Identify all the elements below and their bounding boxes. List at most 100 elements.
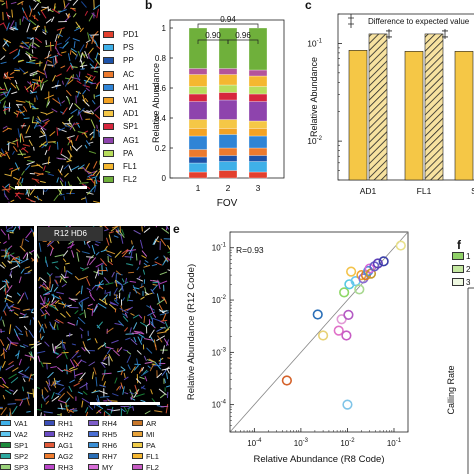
neuron-segment <box>148 329 155 338</box>
neuron-segment <box>139 376 145 380</box>
neuron-segment <box>43 290 52 296</box>
neuron-segment <box>136 266 140 271</box>
neuron-segment <box>0 316 3 321</box>
legend-label: AG1 <box>58 441 74 450</box>
neuron-segment <box>79 276 89 280</box>
legend-label: AG1 <box>123 135 140 145</box>
neuron-segment <box>164 328 170 332</box>
neuron-segment <box>86 256 91 266</box>
neuron-segment <box>77 91 80 98</box>
neuron-segment <box>5 364 15 371</box>
neuron-segment <box>69 155 71 160</box>
bar-segment <box>218 27 238 69</box>
microscopy-image-a <box>0 0 100 203</box>
neuron-segment <box>58 33 63 37</box>
neuron-segment <box>9 389 14 392</box>
neuron-segment <box>37 341 40 343</box>
neuron-segment <box>37 386 40 389</box>
neuron-segment <box>36 70 46 75</box>
neuron-segment <box>48 9 54 13</box>
neuron-segment <box>30 346 34 349</box>
neuron-segment <box>70 368 78 372</box>
legend-swatch <box>132 453 143 459</box>
y-axis-label: Relative Abundance <box>309 57 319 137</box>
neuron-segment <box>76 320 78 326</box>
neuron-segment <box>72 0 79 6</box>
bar-segment <box>188 68 208 75</box>
neuron-segment <box>47 141 56 143</box>
neuron-segment <box>54 319 60 324</box>
neuron-segment <box>89 34 96 42</box>
neuron-segment <box>37 350 46 354</box>
neuron-segment <box>129 280 137 283</box>
neuron-segment <box>70 65 73 70</box>
neuron-segment <box>7 141 16 145</box>
neuron-segment <box>90 109 95 114</box>
neuron-segment <box>87 32 90 41</box>
legend-label: RH5 <box>102 430 118 439</box>
neuron-segment <box>114 308 117 313</box>
neuron-segment <box>17 292 21 297</box>
neuron-segment <box>138 314 143 319</box>
legend-label: FL2 <box>123 175 137 185</box>
neuron-segment <box>31 56 38 59</box>
y-tick-label: 10-2 <box>307 136 322 146</box>
neuron-segment <box>10 199 15 203</box>
neuron-segment <box>25 84 33 90</box>
bar-expected <box>424 33 444 181</box>
annotation-label: 0.96 <box>235 31 251 40</box>
neuron-segment <box>135 253 138 261</box>
neuron-segment <box>65 79 70 87</box>
neuron-segment <box>91 176 98 179</box>
neuron-segment <box>141 370 149 376</box>
neuron-segment <box>29 319 32 326</box>
neuron-segment <box>28 42 32 49</box>
neuron-segment <box>121 229 125 236</box>
legend-cell-types-d: VA1 VA2 SP1 SP2 SP3 RH1 RH2 AG1 AG2 RH3 RH4 RH5 RH6 R… <box>0 418 174 474</box>
neuron-segment <box>10 71 15 75</box>
x-axis-label: Relative Abundance (R8 Code) <box>254 454 385 465</box>
neuron-segment <box>57 387 65 395</box>
legend-swatch <box>44 464 55 470</box>
neuron-segment <box>81 197 86 200</box>
neuron-segment <box>121 248 129 254</box>
neuron-segment <box>111 340 119 344</box>
neuron-segment <box>91 35 95 45</box>
neuron-segment <box>45 380 49 385</box>
neuron-segment <box>38 124 47 131</box>
bar-segment <box>218 99 238 120</box>
neuron-segment <box>164 321 168 328</box>
neuron-segment <box>49 321 54 330</box>
legend-label: SP1 <box>123 122 139 132</box>
legend-label: MI <box>146 430 155 439</box>
neuron-segment <box>32 232 34 238</box>
neuron-segment <box>63 344 66 350</box>
neuron-segment <box>160 405 169 408</box>
neuron-segment <box>34 179 40 184</box>
neuron-segment <box>167 251 170 254</box>
neuron-segment <box>104 226 109 230</box>
neuron-segment <box>37 258 39 263</box>
legend-swatch <box>103 57 114 65</box>
neuron-segment <box>17 299 21 304</box>
neuron-segment <box>92 170 98 175</box>
neuron-segment <box>161 227 170 234</box>
neuron-segment <box>27 81 32 86</box>
neuron-segment <box>79 44 85 53</box>
neuron-segment <box>71 7 76 12</box>
bar-segment <box>218 161 238 171</box>
neuron-segment <box>39 308 45 315</box>
neuron-segment <box>74 276 80 281</box>
neuron-segment <box>54 345 56 354</box>
neuron-segment <box>86 256 94 258</box>
y-axis-label: Relative Abundance <box>151 63 161 143</box>
legend-swatch <box>103 163 114 170</box>
neuron-segment <box>120 370 123 376</box>
neuron-segment <box>47 173 54 176</box>
bar-segment <box>248 75 268 87</box>
neuron-segment <box>155 239 160 243</box>
neuron-segment <box>47 240 54 247</box>
neuron-segment <box>124 327 128 332</box>
neuron-segment <box>141 226 143 232</box>
neuron-segment <box>38 277 41 281</box>
